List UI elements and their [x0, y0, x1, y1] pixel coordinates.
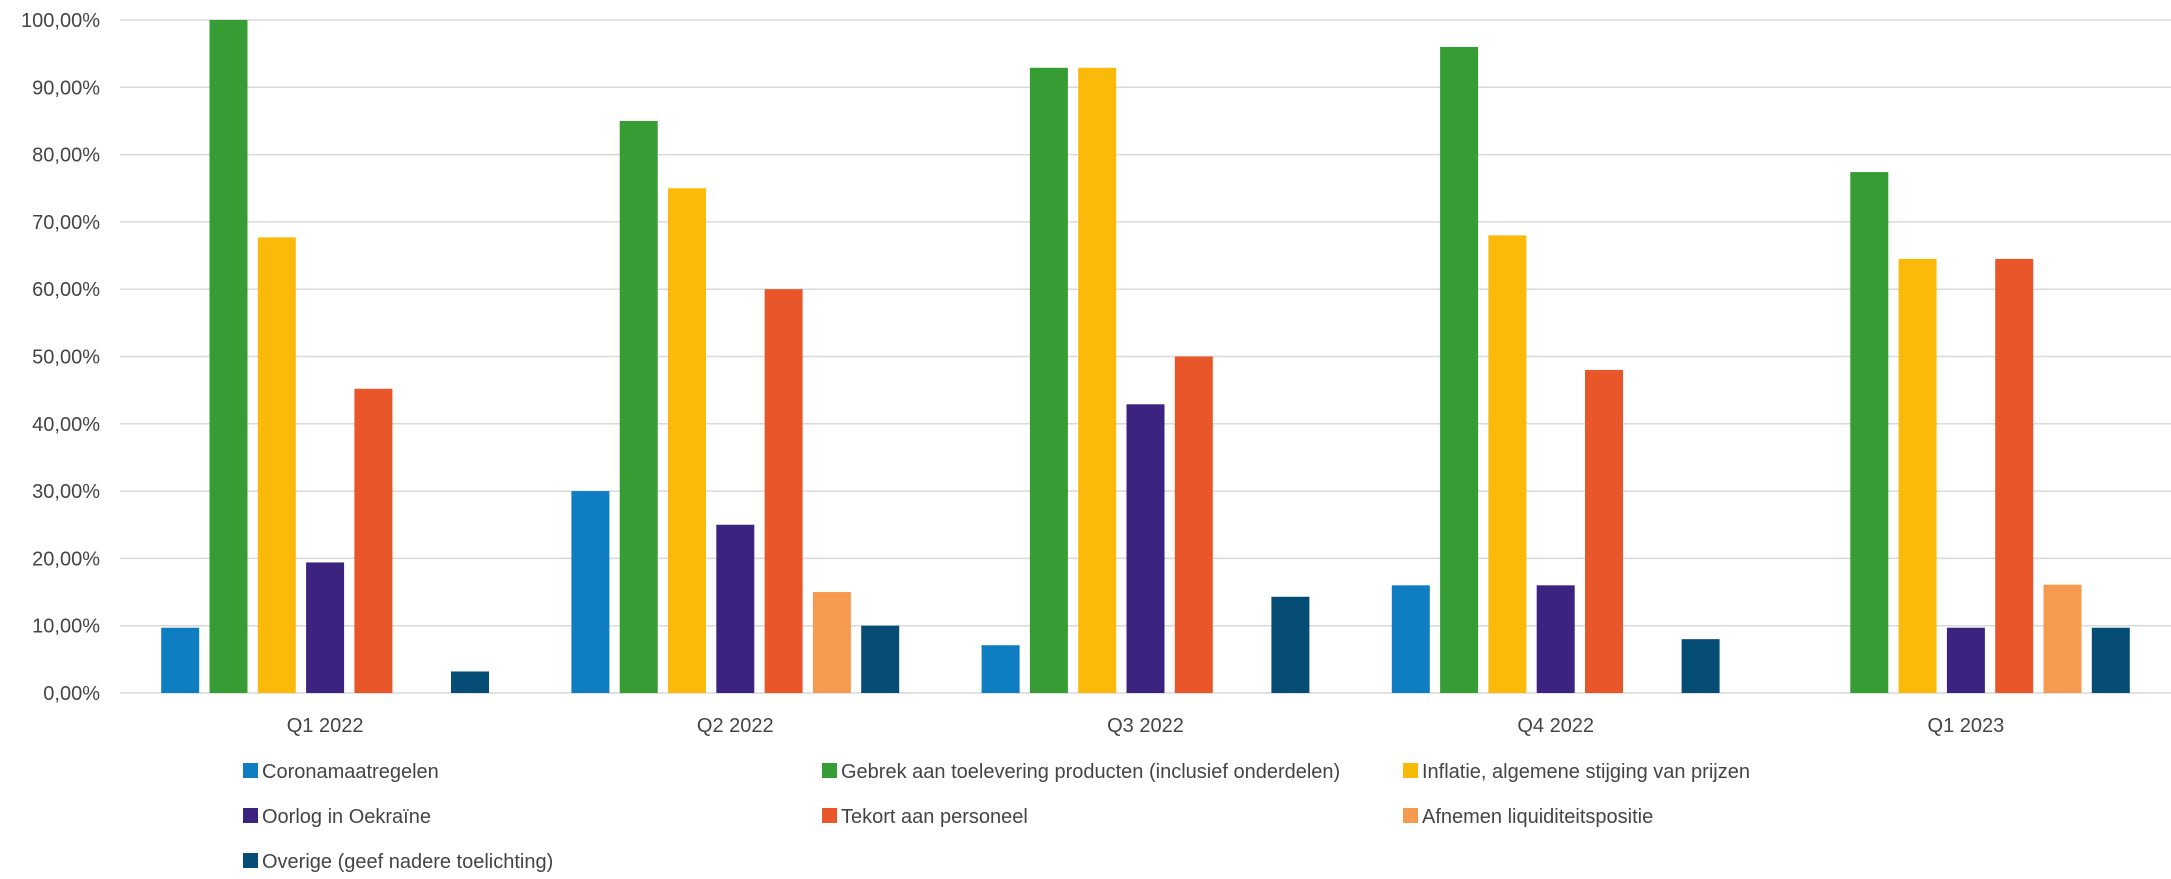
- x-tick-label: Q4 2022: [1517, 715, 1594, 737]
- bar: [764, 289, 803, 693]
- bar: [1126, 404, 1165, 693]
- bar: [354, 388, 393, 693]
- bar: [257, 237, 296, 693]
- bar: [1174, 356, 1213, 693]
- y-tick-label: 30,00%: [32, 481, 100, 503]
- bar: [1681, 639, 1720, 693]
- bar: [716, 524, 755, 693]
- legend-swatch: [822, 808, 837, 823]
- bar: [1898, 258, 1937, 693]
- bar: [1029, 67, 1068, 693]
- bar: [619, 120, 658, 693]
- x-tick-label: Q1 2023: [1928, 715, 2005, 737]
- y-tick-label: 60,00%: [32, 279, 100, 301]
- legend-swatch: [822, 763, 837, 778]
- bar: [306, 562, 345, 693]
- bar: [1536, 585, 1575, 693]
- legend-swatch: [243, 808, 258, 823]
- bar: [1995, 258, 2034, 693]
- legend-label: Overige (geef nadere toelichting): [262, 851, 553, 873]
- legend-label: Oorlog in Oekraïne: [262, 806, 431, 828]
- legend-swatch: [243, 763, 258, 778]
- legend-label: Afnemen liquiditeitspositie: [1422, 806, 1653, 828]
- legend-label: Tekort aan personeel: [841, 806, 1028, 828]
- bar: [812, 592, 851, 693]
- bar: [861, 625, 900, 693]
- legend-swatch: [243, 853, 258, 868]
- legend-label: Inflatie, algemene stijging van prijzen: [1422, 761, 1750, 783]
- bar: [161, 627, 200, 693]
- bar: [209, 20, 248, 693]
- bar: [1585, 369, 1623, 693]
- legend-swatch: [1403, 808, 1418, 823]
- bar: [451, 671, 489, 693]
- bar: [1946, 627, 1985, 693]
- bar: [1488, 235, 1527, 694]
- y-tick-label: 40,00%: [32, 414, 100, 436]
- x-tick-label: Q1 2022: [287, 715, 364, 737]
- y-axis-ticks: 0,00% 10,00% 20,00% 30,00% 40,00% 50,00% 60,00…: [21, 10, 100, 705]
- bar: [1850, 172, 1889, 693]
- legend-label: Gebrek aan toelevering producten (inclus…: [841, 761, 1340, 783]
- x-tick-label: Q2 2022: [697, 715, 774, 737]
- x-tick-label: Q3 2022: [1107, 715, 1184, 737]
- legend: Coronamaatregelen Gebrek aan toelevering …: [243, 761, 1750, 873]
- y-tick-label: 0,00%: [43, 683, 100, 705]
- bar: [1440, 46, 1479, 694]
- y-tick-label: 10,00%: [32, 616, 100, 638]
- legend-swatch: [1403, 763, 1418, 778]
- y-tick-label: 70,00%: [32, 212, 100, 234]
- bar: [981, 645, 1020, 693]
- y-tick-label: 50,00%: [32, 347, 100, 369]
- bar: [2091, 627, 2130, 693]
- legend-label: Coronamaatregelen: [262, 761, 439, 783]
- y-tick-label: 20,00%: [32, 548, 100, 570]
- y-tick-label: 100,00%: [21, 10, 100, 32]
- y-tick-label: 80,00%: [32, 145, 100, 167]
- bar: [1271, 596, 1310, 693]
- x-axis-categories: Q1 2022 Q2 2022 Q3 2022 Q4 2022 Q1 2023: [287, 715, 2005, 737]
- bar: [1078, 67, 1117, 693]
- bar: [2043, 584, 2082, 693]
- bar: [668, 188, 706, 693]
- bars: [161, 20, 2130, 694]
- bar: [1391, 585, 1430, 693]
- y-tick-label: 90,00%: [32, 77, 100, 99]
- bar: [571, 491, 610, 693]
